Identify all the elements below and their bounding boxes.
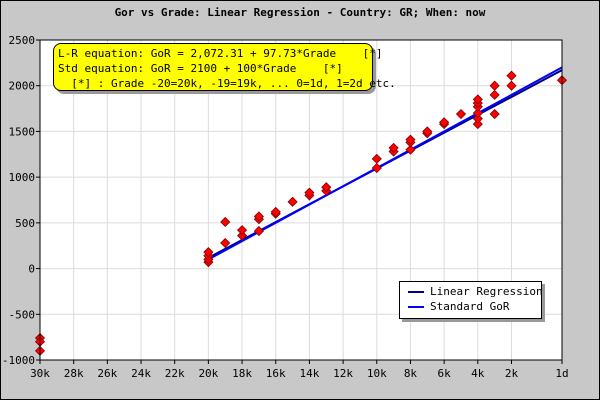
- data-point: [472, 94, 483, 105]
- data-point: [489, 89, 500, 100]
- chart-title: Gor vs Grade: Linear Regression - Countr…: [114, 6, 486, 19]
- data-point: [304, 187, 315, 198]
- data-point: [422, 126, 433, 137]
- x-tick-label: 8k: [404, 367, 418, 380]
- legend-label-standard-gor: Standard GoR: [430, 300, 510, 313]
- data-point: [506, 80, 517, 91]
- legend-label-linear-regression: Linear Regression: [430, 285, 543, 298]
- annotation-line-2: Std equation: GoR = 2100 + 100*Grade [*]: [58, 62, 343, 75]
- data-point: [489, 108, 500, 120]
- x-tick-label: 24k: [131, 367, 151, 380]
- data-point: [236, 230, 248, 241]
- data-point: [405, 134, 416, 145]
- x-tick-label: 6k: [438, 367, 452, 380]
- x-tick-label: 16k: [266, 367, 286, 380]
- y-axis-ticks: -1000 -500 0 500 1000 1500 2000 2500: [2, 34, 40, 367]
- data-point: [405, 144, 416, 155]
- data-points: [34, 70, 568, 356]
- data-point: [439, 117, 450, 128]
- legend-item-linear-regression: Linear Regression: [408, 285, 543, 299]
- x-tick-label: 12k: [333, 367, 353, 380]
- data-point: [371, 153, 382, 164]
- y-tick-label: 2500: [9, 34, 36, 47]
- data-point: [506, 70, 517, 81]
- x-tick-label: 10k: [367, 367, 387, 380]
- x-tick-label: 2k: [505, 367, 519, 380]
- data-point: [472, 108, 483, 119]
- data-point: [270, 206, 281, 217]
- legend-item-standard-gor: Standard GoR: [408, 300, 509, 314]
- data-point: [220, 237, 231, 249]
- data-point: [253, 211, 264, 222]
- annotation-line-3: [*] : Grade -20=20k, -19=19k, ... 0=1d, …: [58, 77, 396, 90]
- y-tick-label: 500: [15, 217, 35, 230]
- x-tick-label: 30k: [30, 367, 50, 380]
- data-point: [253, 226, 264, 237]
- data-point: [371, 162, 382, 174]
- legend-swatch-standard-gor: [408, 306, 424, 308]
- data-point: [203, 247, 214, 258]
- data-point: [220, 216, 231, 228]
- annotation-line-1: L-R equation: GoR = 2,072.31 + 97.73*Gra…: [58, 47, 383, 60]
- x-tick-label: 20k: [198, 367, 218, 380]
- y-tick-label: -1000: [2, 354, 35, 367]
- x-axis-ticks: 30k 28k 26k 24k 22k 20k 18k 16k 14k 12k 10k 8k 6k 4k 2…: [30, 360, 569, 380]
- y-tick-label: -500: [9, 308, 36, 321]
- y-tick-label: 1500: [9, 125, 36, 138]
- x-tick-label: 18k: [232, 367, 252, 380]
- data-point: [321, 182, 332, 193]
- legend: Linear Regression Standard GoR: [399, 281, 543, 319]
- y-tick-label: 0: [28, 263, 35, 276]
- legend-swatch-linear-regression: [408, 291, 424, 293]
- data-point: [472, 113, 483, 124]
- x-tick-label: 4k: [471, 367, 485, 380]
- data-point: [287, 196, 298, 207]
- data-point: [236, 225, 248, 236]
- data-point: [455, 108, 467, 120]
- y-tick-label: 1000: [9, 171, 36, 184]
- x-tick-label: 26k: [97, 367, 117, 380]
- equation-annotation: L-R equation: GoR = 2,072.31 + 97.73*Gra…: [53, 43, 396, 91]
- x-tick-label: 1d: [555, 367, 568, 380]
- x-tick-label: 28k: [64, 367, 84, 380]
- plot-border: [39, 39, 563, 361]
- x-tick-label: 22k: [165, 367, 185, 380]
- series-lines: [207, 66, 563, 261]
- data-point: [472, 119, 483, 130]
- y-tick-label: 2000: [9, 80, 36, 93]
- data-point: [388, 142, 399, 153]
- data-point: [489, 80, 500, 91]
- line-standard-gor: [207, 66, 563, 261]
- x-tick-label: 14k: [299, 367, 319, 380]
